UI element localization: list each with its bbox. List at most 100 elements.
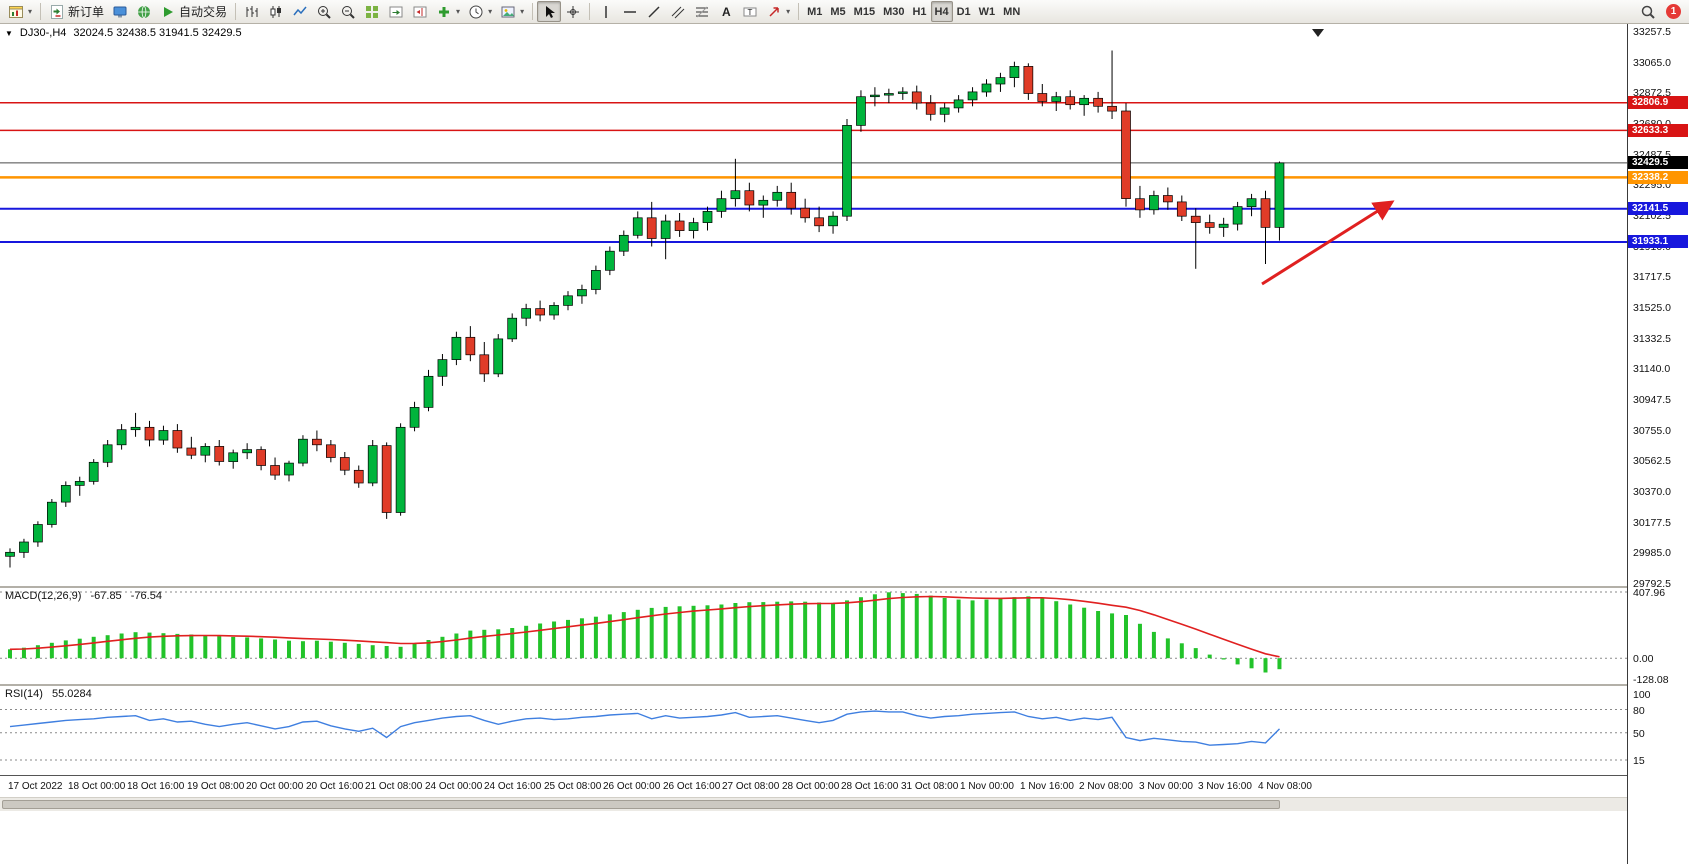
notification-badge[interactable]: 1 [1666,4,1681,19]
arrows-tool-button[interactable]: ▾ [762,1,794,22]
community-button[interactable] [132,1,156,22]
price-tick-label: 29985.0 [1633,547,1671,559]
tf-h4-button[interactable]: H4 [930,1,953,22]
fibonacci-tool-button[interactable] [690,1,714,22]
chart-shift-button[interactable] [408,1,432,22]
price-tick-label: 30177.5 [1633,517,1671,529]
svg-text:A: A [722,5,731,19]
tile-windows-button[interactable] [360,1,384,22]
tf-mn-button[interactable]: MN [999,1,1024,22]
channel-icon [671,6,685,18]
price-tick-label: 31332.5 [1633,333,1671,345]
macd-panel[interactable]: MACD(12,26,9) -67.85 -76.54 [0,588,1627,684]
time-axis[interactable]: 17 Oct 2022 18 Oct 00:00 18 Oct 16:00 19 Oc… [0,776,1627,797]
time-label: 19 Oct 08:00 [187,781,245,792]
hline-icon [624,10,637,13]
price-axis[interactable]: 33257.533065.032872.532680.032487.532295… [1628,24,1688,864]
macd-scale-label: 0.00 [1633,653,1654,665]
line-icon [293,6,307,15]
tf-d1-button[interactable]: D1 [953,1,975,22]
toolbar-separator [40,3,42,20]
price-tick-label: 33257.5 [1633,26,1671,38]
zoom-out-button[interactable] [336,1,360,22]
play-icon [164,6,174,17]
macd-value: -67.85 [90,590,122,602]
time-label: 27 Oct 08:00 [722,781,780,792]
price-level-badge: 32429.5 [1628,156,1688,169]
main-toolbar: ▾ 新订单 自动交易 ▾ ▾ ▾ A T ▾ M1 M5 M15 M30 H1 H4 D1 W1 MN 1 [0,0,1689,24]
price-tick-label: 30947.5 [1633,394,1671,406]
new-order-button[interactable]: 新订单 [45,1,108,22]
new-chart-button[interactable]: ▾ [4,1,36,22]
text-tool-button[interactable]: A [714,1,738,22]
symbol-title: DJ30-,H4 [19,27,67,39]
vertical-line-tool-button[interactable] [594,1,618,22]
macd-scale-label: 407.96 [1633,587,1666,599]
rsi-name: RSI(14) [5,688,43,700]
indicators-list-button[interactable]: ▾ [432,1,464,22]
scrollbar-thumb[interactable] [2,800,1280,809]
toolbar-separator [589,3,591,20]
tf-mn-label: MN [1003,5,1021,18]
candlestick-chart-canvas[interactable] [0,24,1627,586]
tf-h1-label: H1 [912,5,927,18]
tf-m30-button[interactable]: M30 [879,1,908,22]
magnifier-icon [1641,5,1655,19]
time-label: 17 Oct 2022 [8,781,63,792]
price-level-badge: 32806.9 [1628,96,1688,109]
macd-signal-line [9,595,1280,658]
search-button[interactable] [1636,1,1660,22]
label-icon: T [743,7,757,16]
auto-scroll-button[interactable] [384,1,408,22]
tf-w1-button[interactable]: W1 [975,1,1000,22]
chart-menu-caret-icon[interactable]: ▼ [5,28,13,38]
trendline-tool-button[interactable] [642,1,666,22]
cursor-button[interactable] [537,1,562,22]
toolbar-separator [532,3,534,20]
arrow-icon [769,6,779,17]
zoom-out-icon [342,5,355,19]
horizontal-line-tool-button[interactable] [618,1,642,22]
rsi-scale-label: 50 [1633,728,1645,740]
symbol-ohlc: 32024.5 32438.5 31941.5 32429.5 [73,27,242,39]
tf-h1-button[interactable]: H1 [908,1,930,22]
tf-m15-button[interactable]: M15 [850,1,879,22]
time-label: 2 Nov 08:00 [1079,781,1133,792]
auto-trading-button[interactable]: 自动交易 [156,1,231,22]
channel-tool-button[interactable] [666,1,690,22]
market-watch-button[interactable] [108,1,132,22]
macd-canvas[interactable] [0,588,1627,684]
chart-shift-marker-icon[interactable] [1312,29,1324,37]
tf-m1-label: M1 [807,5,823,18]
crosshair-button[interactable] [561,1,585,22]
cursor-icon [546,5,556,18]
rsi-canvas[interactable] [0,686,1627,776]
panel-divider[interactable] [0,684,1627,686]
tf-m5-label: M5 [830,5,846,18]
line-chart-mode-button[interactable] [288,1,312,22]
tf-m1-button[interactable]: M1 [803,1,826,22]
zoom-in-button[interactable] [312,1,336,22]
tf-h4-label: H4 [934,5,949,18]
candlestick-mode-button[interactable] [264,1,288,22]
horizontal-scrollbar[interactable] [0,797,1627,811]
templates-button[interactable]: ▾ [496,1,528,22]
bar-chart-mode-button[interactable] [240,1,264,22]
text-icon: A [722,5,731,19]
periods-button[interactable]: ▾ [464,1,496,22]
template-icon [501,6,515,17]
time-label: 28 Oct 16:00 [841,781,899,792]
trend-arrow[interactable] [1261,200,1395,286]
tf-m5-button[interactable]: M5 [826,1,849,22]
label-tool-button[interactable]: T [738,1,762,22]
dropdown-caret-icon: ▾ [520,7,525,16]
time-label: 20 Oct 16:00 [306,781,364,792]
macd-histogram [8,592,1282,673]
price-chart-panel[interactable]: ▼ DJ30-,H4 32024.5 32438.5 31941.5 32429… [0,24,1627,586]
panel-divider[interactable] [0,586,1627,588]
macd-header: MACD(12,26,9) -67.85 -76.54 [5,590,168,602]
toolbar-separator [235,3,237,20]
rsi-panel[interactable]: RSI(14) 55.0284 [0,686,1627,776]
chart-window-icon [9,5,23,18]
time-label: 26 Oct 00:00 [603,781,661,792]
